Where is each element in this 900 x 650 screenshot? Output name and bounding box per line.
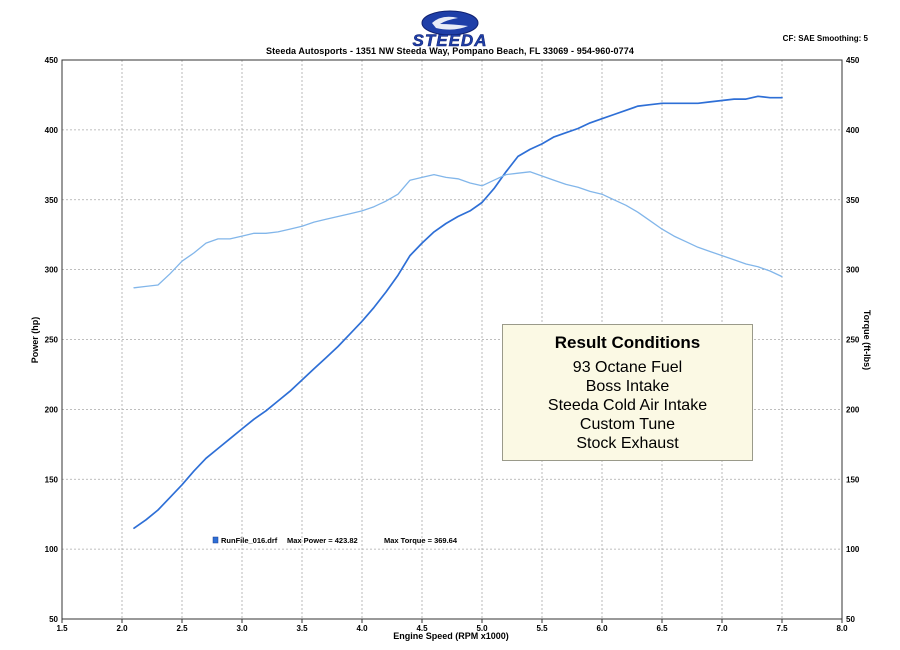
result-line: 93 Octane Fuel: [572, 359, 683, 376]
brand-text: STEEDA: [413, 31, 488, 50]
x-tick-label: 6.0: [596, 624, 608, 633]
legend-file: RunFile_016.drf: [221, 536, 278, 545]
x-tick-label: 5.5: [536, 624, 548, 633]
plot-frame: [61, 59, 843, 620]
x-tick-label: 3.5: [296, 624, 308, 633]
result-conditions-box: Result Conditions 93 Octane Fuel Boss In…: [502, 324, 753, 461]
x-tick-label: 7.5: [776, 624, 788, 633]
y-tick-label: 100: [45, 545, 59, 554]
x-tick-label: 7.0: [716, 624, 728, 633]
steeda-logo: STEEDA: [380, 10, 520, 50]
result-conditions-title: Result Conditions: [554, 333, 701, 352]
x-tick-label: 1.5: [56, 624, 68, 633]
x-tick-label: 6.5: [656, 624, 668, 633]
y2-tick-label: 50: [846, 615, 855, 624]
y2-tick-label: 350: [846, 196, 860, 205]
y2-tick-label: 200: [846, 405, 860, 414]
y-tick-label: 200: [45, 405, 59, 414]
result-line: Steeda Cold Air Intake: [547, 397, 708, 414]
x-tick-label: 4.0: [356, 624, 368, 633]
x-tick-label: 2.0: [116, 624, 128, 633]
y2-tick-label: 250: [846, 336, 860, 345]
header-cf-smoothing: CF: SAE Smoothing: 5: [782, 34, 868, 43]
result-line: Stock Exhaust: [576, 435, 679, 452]
power-line: [133, 95, 783, 530]
y-axis-left-ticks: 50 100 150 200 250 300 350 400 450: [45, 56, 59, 624]
legend-swatch: [212, 536, 219, 544]
header-address: Steeda Autosports - 1351 NW Steeda Way, …: [266, 46, 634, 56]
y-axis-right-label: Torque (ft-lbs): [862, 310, 872, 370]
x-tick-label: 5.0: [476, 624, 488, 633]
plot-border: [61, 59, 843, 620]
result-line: Custom Tune: [579, 416, 676, 433]
y2-tick-label: 450: [846, 56, 860, 65]
x-axis-label: Engine Speed (RPM x1000): [393, 631, 509, 641]
y-tick-label: 400: [45, 126, 59, 135]
y-tick-label: 300: [45, 266, 59, 275]
y2-tick-label: 150: [846, 475, 860, 484]
x-tick-label: 2.5: [176, 624, 188, 633]
legend: RunFile_016.drf Max Power = 423.82 Max Tor…: [212, 536, 458, 545]
legend-max-torque: Max Torque = 369.64: [384, 536, 458, 545]
legend-max-power: Max Power = 423.82: [287, 536, 358, 545]
y-tick-label: 450: [45, 56, 59, 65]
y2-tick-label: 300: [846, 266, 860, 275]
torque-line: [133, 171, 783, 289]
y2-tick-label: 100: [846, 545, 860, 554]
y-tick-label: 250: [45, 336, 59, 345]
x-tick-label: 4.5: [416, 624, 428, 633]
y-axis-left-label: Power (hp): [30, 317, 40, 364]
y-axis-right-ticks: 50 100 150 200 250 300 350 400 450: [846, 56, 860, 624]
y-tick-label: 50: [49, 615, 58, 624]
y2-tick-label: 400: [846, 126, 860, 135]
y-tick-label: 350: [45, 196, 59, 205]
x-tick-label: 3.0: [236, 624, 248, 633]
x-axis-ticks: 1.5 2.0 2.5 3.0 3.5 4.0 4.5 5.0 5.5 6.0 6.5 7.0 7.5 8…: [56, 619, 848, 633]
result-line: Boss Intake: [585, 378, 670, 395]
series-lines: [133, 95, 783, 530]
x-tick-label: 8.0: [836, 624, 848, 633]
y-tick-label: 150: [45, 475, 59, 484]
